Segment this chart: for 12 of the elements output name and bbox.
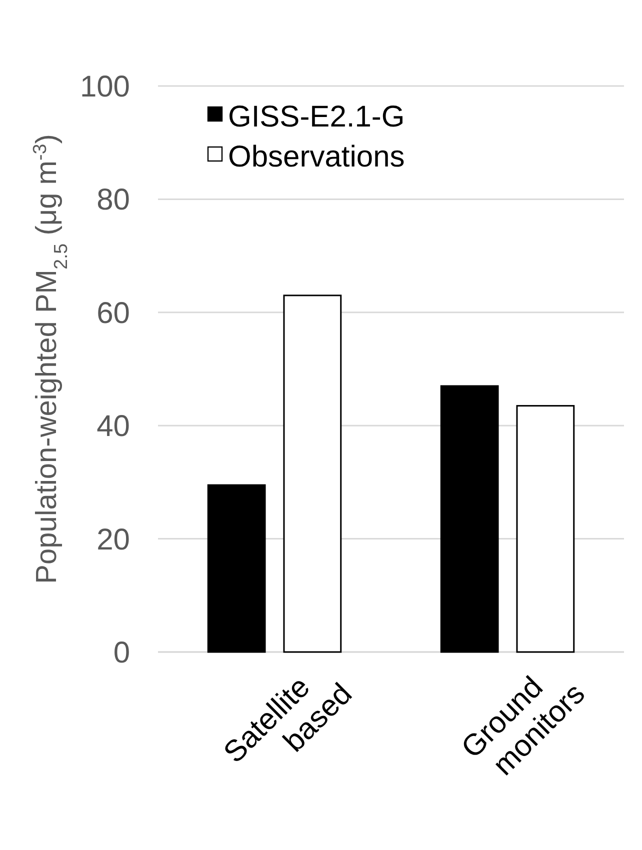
bar [440, 385, 499, 653]
legend-label: GISS-E2.1-G [228, 100, 405, 134]
y-tick-label: 40 [96, 410, 130, 444]
y-tick-label: 80 [96, 184, 130, 217]
bar [283, 294, 342, 653]
y-tick-label: 60 [96, 296, 130, 330]
y-tick-label: 0 [113, 636, 130, 670]
bar [516, 405, 575, 653]
bar [207, 484, 266, 653]
legend-label: Observations [228, 140, 405, 174]
y-tick-label: 100 [80, 70, 130, 104]
y-tick-label: 20 [96, 523, 130, 556]
